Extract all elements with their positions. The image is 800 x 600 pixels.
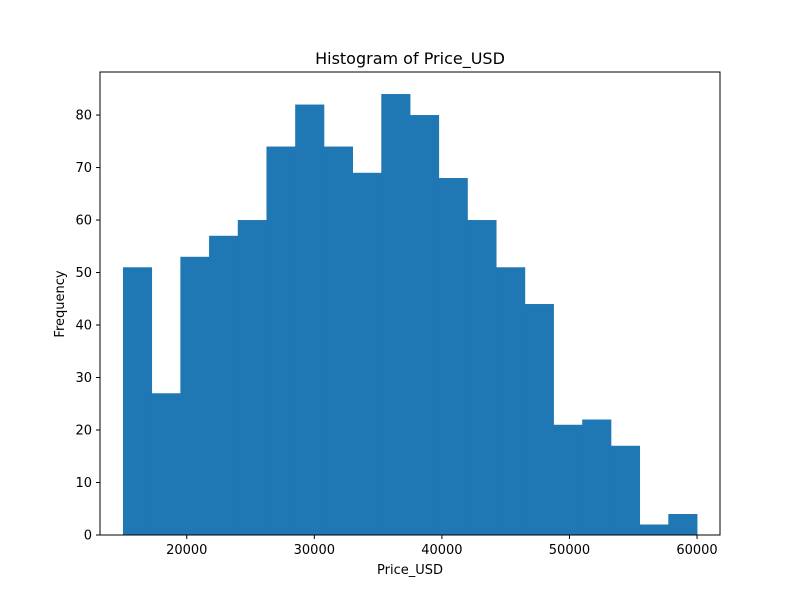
x-axis-label: Price_USD (377, 563, 443, 578)
histogram-bar (553, 424, 583, 535)
histogram-bar (639, 524, 669, 535)
histogram-bar (122, 267, 153, 535)
y-tick-label: 70 (75, 161, 92, 176)
histogram-bar (410, 115, 440, 535)
histogram-bar (323, 146, 353, 536)
y-tick-label: 50 (75, 266, 92, 281)
histogram-bar (610, 445, 641, 535)
x-tick-label: 20000 (166, 543, 207, 558)
x-axis-ticks: 20000 30000 40000 50000 60000 (166, 535, 718, 558)
bars-group (122, 94, 698, 536)
y-tick-label: 60 (75, 214, 92, 229)
histogram-bar (524, 304, 554, 535)
x-tick-label: 30000 (294, 543, 335, 558)
histogram-bar (209, 235, 239, 535)
y-axis-label: Frequency (53, 270, 68, 337)
histogram-bar (438, 178, 468, 535)
y-tick-label: 20 (75, 424, 92, 439)
histogram-bar (352, 172, 382, 535)
histogram-bar (266, 146, 296, 536)
x-tick-label: 40000 (421, 543, 462, 558)
histogram-bar (180, 256, 210, 535)
chart-title: Histogram of Price_USD (315, 49, 505, 69)
histogram-bar (668, 514, 698, 535)
y-tick-label: 40 (75, 319, 92, 334)
x-tick-label: 50000 (549, 543, 590, 558)
histogram-bar (295, 104, 325, 536)
histogram-bar (496, 267, 526, 535)
histogram-bar (467, 220, 497, 536)
y-tick-label: 10 (75, 476, 92, 491)
y-tick-label: 80 (75, 109, 92, 124)
histogram-bar (151, 393, 181, 535)
y-tick-label: 30 (75, 371, 92, 386)
y-axis-ticks: 0 10 20 30 40 50 60 70 80 (75, 109, 100, 544)
x-tick-label: 60000 (676, 543, 717, 558)
histogram-bar (381, 94, 411, 536)
plot-area-frame (99, 71, 721, 536)
y-tick-label: 0 (84, 529, 92, 544)
histogram-bar (582, 419, 612, 535)
histogram-bar (237, 220, 267, 536)
